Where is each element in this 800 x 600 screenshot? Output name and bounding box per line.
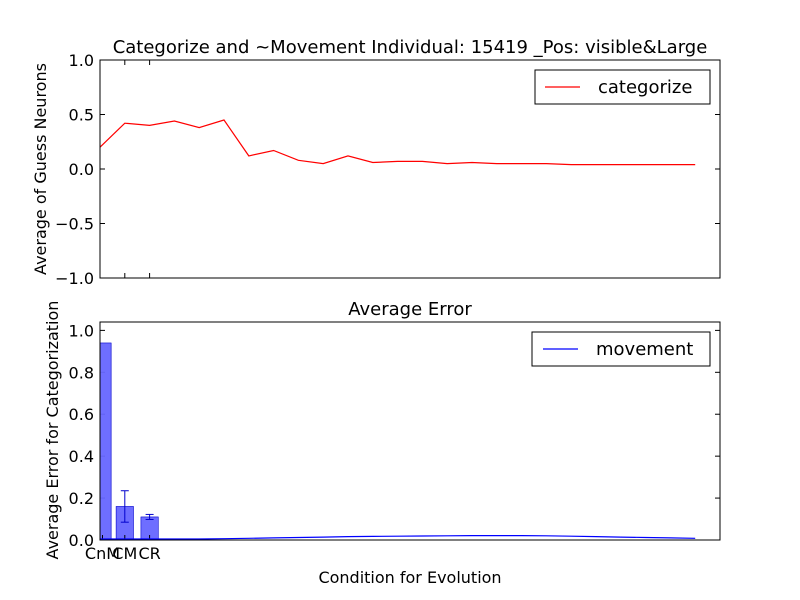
bottom-y-tick-label: 0.0: [69, 531, 94, 550]
category-label-CnM: CnM: [85, 544, 120, 563]
top-axes-frame: [99, 59, 721, 279]
top-legend: categorize: [534, 69, 711, 105]
top-plot-area: 1.0 0.5 0.0 −0.5 −1.0: [55, 51, 720, 288]
top-y-tick-label: 0.5: [69, 106, 94, 125]
top-y-tick-label: −1.0: [55, 269, 94, 288]
series-line-movement: [100, 534, 696, 540]
bottom-y-tick-label: 0.8: [69, 363, 94, 382]
bottom-chart-title: Average Error: [348, 299, 472, 320]
bottom-y-tick-label: 0.2: [69, 489, 94, 508]
category-label-CM: CM: [112, 544, 137, 563]
top-y-tick-label: −0.5: [55, 215, 94, 234]
bottom-legend: movement: [531, 331, 711, 367]
bottom-legend-label: movement: [596, 339, 693, 360]
top-subplot: Categorize and ~Movement Individual: 154…: [31, 37, 721, 288]
bottom-y-tick-label: 0.4: [69, 447, 94, 466]
top-y-tick-label: 0.0: [69, 160, 94, 179]
top-y-tick-label: 1.0: [69, 51, 94, 70]
category-label-CR: CR: [138, 544, 160, 563]
bottom-subplot: Average Error Average Error for Categori…: [43, 299, 721, 587]
bottom-axes-frame: [99, 321, 721, 541]
top-legend-label: categorize: [598, 77, 692, 98]
series-line-categorize: [99, 119, 696, 166]
bottom-y-tick-label: 1.0: [69, 321, 94, 340]
top-y-axis-label: Average of Guess Neurons: [31, 63, 50, 275]
bottom-y-axis-label: Average Error for Categorization: [43, 301, 62, 560]
bottom-x-axis-label: Condition for Evolution: [318, 568, 501, 587]
bar-CnM: [99, 342, 112, 541]
top-chart-title: Categorize and ~Movement Individual: 154…: [113, 37, 708, 58]
bottom-y-tick-label: 0.6: [69, 405, 94, 424]
